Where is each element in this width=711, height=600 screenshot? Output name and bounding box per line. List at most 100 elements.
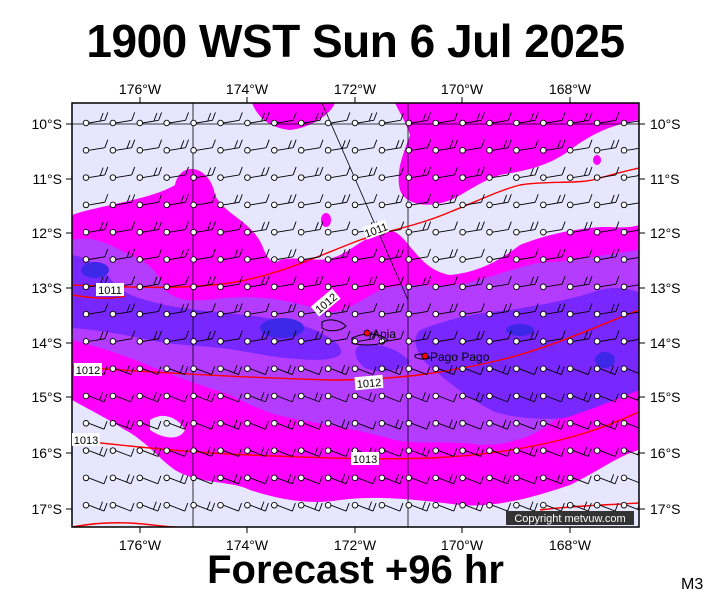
barb-staff — [492, 422, 508, 430]
station-circle — [190, 147, 197, 154]
barb-staff — [250, 368, 266, 375]
barb-feather — [453, 502, 458, 512]
station-circle — [271, 501, 278, 509]
lon-label: 172°W — [334, 537, 377, 553]
station-circle — [566, 256, 574, 263]
barb-feather — [184, 421, 189, 430]
pago-pago-marker — [421, 352, 429, 360]
tick-marks — [66, 97, 645, 533]
station-circle — [109, 447, 117, 454]
barb-feather — [238, 166, 243, 176]
barb-feather — [480, 475, 485, 484]
station-circle — [378, 174, 386, 181]
barb-feather — [180, 194, 185, 204]
barb-feather — [400, 139, 405, 148]
barb-feather — [529, 392, 534, 401]
station-circle — [540, 310, 547, 318]
barb-feather — [291, 475, 296, 484]
barb-feather — [560, 393, 565, 403]
barb-feather — [426, 421, 431, 430]
barb-feather — [643, 112, 646, 120]
barb-feather — [292, 275, 297, 285]
barb-feather — [480, 166, 485, 176]
barb-staff — [465, 311, 482, 315]
barb-feather — [261, 167, 265, 176]
station-circle — [324, 201, 332, 209]
barb-feather — [185, 112, 189, 121]
barb-staff — [303, 147, 321, 151]
station-circle — [190, 474, 197, 482]
barb-feather — [588, 166, 593, 176]
barb-staff — [223, 504, 239, 512]
barb-feather — [211, 112, 216, 121]
barb-staff — [196, 256, 213, 260]
station-circle — [163, 474, 170, 482]
barb-staff — [357, 283, 374, 288]
barb-staff — [519, 229, 536, 233]
barb-feather — [534, 421, 538, 430]
barb-feather — [480, 330, 485, 339]
barb-feather — [373, 139, 378, 148]
barb-staff — [411, 119, 428, 124]
barb-feather — [104, 139, 109, 148]
barb-feather — [480, 366, 485, 375]
barb-feather — [421, 392, 426, 401]
barb-feather — [341, 194, 346, 204]
barb-feather — [153, 222, 158, 231]
station-circle — [163, 228, 170, 236]
barb-staff — [250, 395, 266, 403]
barb-staff — [438, 395, 454, 403]
barb-feather — [476, 222, 481, 231]
station-circle — [351, 147, 359, 154]
barb-staff — [572, 477, 589, 485]
barb-staff — [115, 368, 132, 375]
barb-feather — [399, 366, 404, 375]
barb-staff — [330, 450, 347, 457]
barb-staff — [250, 504, 266, 512]
barb-staff — [626, 284, 639, 288]
barb-feather — [345, 421, 350, 430]
barb-feather — [372, 502, 377, 512]
barb-feather — [126, 364, 130, 374]
barb-feather — [395, 474, 399, 483]
barb-staff — [250, 477, 266, 485]
barb-feather — [314, 446, 319, 456]
barb-feather — [292, 112, 297, 121]
barb-staff — [438, 201, 455, 206]
barb-staff — [223, 477, 239, 485]
barb-staff — [384, 504, 401, 512]
barb-staff — [330, 368, 347, 375]
barb-feather — [153, 112, 158, 122]
barb-feather — [319, 221, 324, 230]
barb-feather — [453, 393, 458, 403]
station-circle — [82, 256, 90, 263]
barb-feather — [346, 139, 351, 148]
barb-feather — [153, 276, 158, 285]
barb-feather — [476, 276, 481, 285]
station-circle — [593, 338, 601, 345]
barb-feather — [99, 446, 103, 456]
barb-feather — [99, 331, 104, 340]
station-circle — [351, 228, 359, 236]
lat-label: 11°S — [33, 171, 62, 187]
station-circle — [217, 201, 224, 209]
barb-staff — [196, 450, 212, 457]
barb-feather — [588, 221, 593, 230]
barb-staff — [438, 422, 454, 430]
barb-feather — [126, 303, 131, 313]
barb-feather — [152, 392, 157, 401]
barb-feather — [207, 276, 212, 285]
station-circle — [378, 474, 386, 482]
barb-staff — [599, 450, 616, 457]
station-circle — [190, 256, 197, 263]
station-circle — [486, 174, 493, 181]
barb-feather — [238, 248, 243, 258]
barb-staff — [115, 119, 132, 124]
station-circle — [432, 420, 439, 427]
barb-feather — [421, 446, 426, 456]
station-circle — [109, 365, 117, 372]
barb-staff — [115, 338, 132, 342]
station-circle — [324, 392, 332, 400]
barb-feather — [131, 139, 136, 148]
barb-staff — [519, 395, 535, 403]
